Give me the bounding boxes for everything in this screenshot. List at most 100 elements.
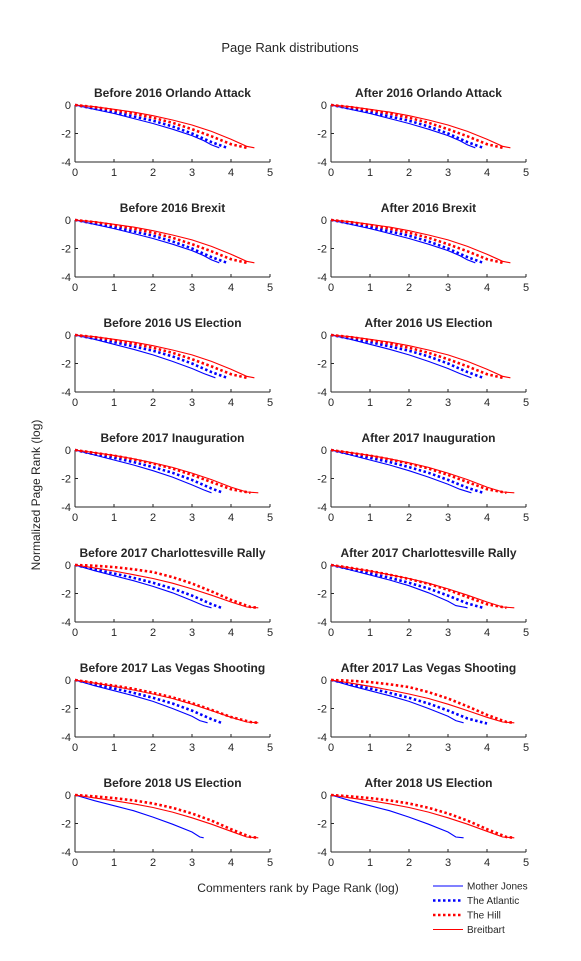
x-tick-label: 0 (328, 167, 334, 179)
y-tick-label: 0 (321, 675, 327, 687)
y-tick-label: -2 (61, 819, 71, 831)
series-line-breitbart (74, 794, 259, 839)
legend-label-the-atlantic: The Atlantic (467, 896, 519, 907)
x-tick-label: 5 (523, 627, 529, 639)
series-line-the-hill (330, 333, 503, 380)
x-tick-label: 2 (406, 627, 412, 639)
y-tick-label: -2 (317, 819, 327, 831)
x-tick-label: 1 (367, 627, 373, 639)
series-line-the-hill (74, 333, 247, 380)
series-line-breitbart (330, 794, 515, 839)
series-line-the-atlantic (330, 103, 484, 150)
x-tick-label: 5 (267, 282, 273, 294)
x-tick-label: 5 (267, 397, 273, 409)
y-tick-label: -4 (317, 502, 327, 514)
x-tick-label: 2 (406, 857, 412, 869)
x-tick-label: 1 (111, 742, 117, 754)
series-line-mother-jones (330, 334, 472, 379)
series-line-breitbart (74, 449, 259, 494)
y-tick-label: -4 (317, 617, 327, 629)
legend-label-breitbart: Breitbart (467, 925, 505, 936)
panel-after-2016-orlando-attack: After 2016 Orlando Attack 0 1 2 3 4 5 0 -2 -4 (317, 86, 529, 179)
x-tick-label: 2 (150, 397, 156, 409)
series-line-breitbart (74, 334, 255, 379)
y-tick-label: -4 (317, 387, 327, 399)
panel-before-2018-us-election: Before 2018 US Election 0 1 2 3 4 5 0 -2 -4 (61, 776, 273, 869)
series-line-the-hill (330, 678, 515, 725)
panel-after-2016-us-election: After 2016 US Election 0 1 2 3 4 5 0 -2 -4 (317, 316, 529, 409)
x-tick-label: 5 (267, 627, 273, 639)
x-tick-label: 2 (150, 857, 156, 869)
y-tick-label: 0 (321, 330, 327, 342)
series-line-the-hill (74, 448, 251, 495)
y-tick-label: 0 (321, 215, 327, 227)
x-tick-label: 4 (484, 742, 490, 754)
y-tick-label: -2 (317, 589, 327, 601)
y-tick-label: -2 (317, 129, 327, 141)
legend-label-the-hill: The Hill (467, 911, 501, 922)
x-tick-label: 0 (72, 282, 78, 294)
series-line-breitbart (330, 104, 511, 149)
x-tick-label: 3 (445, 282, 451, 294)
x-tick-label: 0 (72, 857, 78, 869)
panel-after-2017-inauguration: After 2017 Inauguration 0 1 2 3 4 5 0 -2 -4 (317, 431, 529, 524)
x-tick-label: 1 (111, 397, 117, 409)
y-tick-label: -4 (317, 272, 327, 284)
y-tick-label: 0 (321, 560, 327, 572)
x-axis-label: Commenters rank by Page Rank (log) (197, 881, 398, 895)
x-tick-label: 0 (328, 282, 334, 294)
panel-after-2017-las-vegas-shooting: After 2017 Las Vegas Shooting 0 1 2 3 4 5 0 -2 -4 (317, 661, 529, 754)
x-tick-label: 1 (367, 167, 373, 179)
x-tick-label: 4 (484, 167, 490, 179)
series-line-the-atlantic (74, 563, 224, 610)
series-line-the-atlantic (330, 448, 484, 495)
panel-title: Before 2018 US Election (103, 776, 241, 790)
x-tick-label: 1 (111, 627, 117, 639)
series-line-mother-jones (74, 794, 204, 839)
x-tick-label: 0 (72, 167, 78, 179)
series-line-mother-jones (330, 679, 464, 724)
x-tick-label: 3 (189, 742, 195, 754)
series-line-mother-jones (74, 219, 220, 264)
y-tick-label: -4 (317, 732, 327, 744)
y-tick-label: -4 (61, 617, 71, 629)
series-line-the-atlantic (330, 678, 488, 725)
x-tick-label: 1 (111, 167, 117, 179)
x-tick-label: 2 (406, 167, 412, 179)
y-tick-label: 0 (65, 790, 71, 802)
y-tick-label: -4 (61, 272, 71, 284)
x-tick-label: 0 (72, 742, 78, 754)
x-tick-label: 4 (484, 282, 490, 294)
series-line-breitbart (74, 104, 255, 149)
figure-title: Page Rank distributions (221, 40, 359, 55)
y-tick-label: -2 (61, 474, 71, 486)
series-line-mother-jones (330, 794, 464, 839)
y-tick-label: -4 (61, 732, 71, 744)
x-tick-label: 0 (328, 857, 334, 869)
x-tick-label: 3 (189, 512, 195, 524)
series-line-mother-jones (74, 449, 212, 494)
x-tick-label: 5 (267, 512, 273, 524)
panel-title: After 2017 Inauguration (361, 431, 495, 445)
x-tick-label: 5 (267, 167, 273, 179)
x-tick-label: 4 (228, 282, 234, 294)
x-tick-label: 0 (328, 397, 334, 409)
series-line-breitbart (330, 679, 515, 724)
y-axis-label: Normalized Page Rank (log) (29, 420, 43, 571)
x-tick-label: 0 (328, 512, 334, 524)
panel-before-2017-charlottesville-rally: Before 2017 Charlottesville Rally 0 1 2 3 4 5 0… (61, 546, 273, 639)
x-tick-label: 3 (189, 857, 195, 869)
x-tick-label: 0 (72, 397, 78, 409)
x-tick-label: 4 (228, 857, 234, 869)
series-line-the-hill (74, 103, 247, 150)
x-tick-label: 5 (267, 742, 273, 754)
x-tick-label: 3 (445, 512, 451, 524)
y-tick-label: -2 (317, 704, 327, 716)
x-tick-label: 1 (367, 397, 373, 409)
y-tick-label: 0 (65, 330, 71, 342)
panel-title: Before 2016 US Election (103, 316, 241, 330)
y-tick-label: 0 (321, 100, 327, 112)
series-line-the-atlantic (74, 448, 224, 495)
x-tick-label: 1 (111, 512, 117, 524)
series-line-mother-jones (330, 104, 476, 149)
